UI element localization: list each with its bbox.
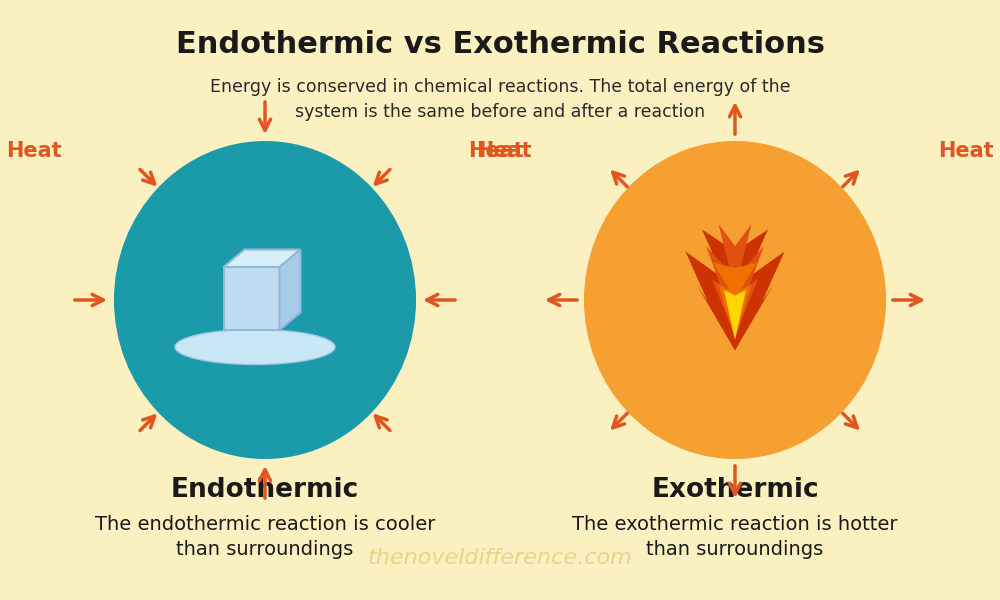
Text: Exothermic: Exothermic — [651, 477, 819, 503]
Ellipse shape — [114, 141, 416, 459]
Polygon shape — [280, 250, 300, 330]
Text: Heat: Heat — [468, 140, 524, 161]
Ellipse shape — [584, 141, 886, 459]
Polygon shape — [686, 229, 784, 350]
Ellipse shape — [175, 329, 335, 364]
Polygon shape — [224, 250, 300, 267]
Text: Energy is conserved in chemical reactions. The total energy of the
system is the: Energy is conserved in chemical reaction… — [210, 78, 790, 121]
Text: thenoveldifference.com: thenoveldifference.com — [368, 548, 632, 568]
Polygon shape — [724, 290, 746, 340]
Text: Heat: Heat — [938, 140, 994, 161]
Polygon shape — [224, 267, 280, 330]
Text: Heat: Heat — [476, 140, 532, 161]
Polygon shape — [713, 263, 757, 340]
Text: Heat: Heat — [6, 140, 62, 161]
Text: The endothermic reaction is cooler
than surroundings: The endothermic reaction is cooler than … — [95, 515, 435, 559]
Polygon shape — [706, 224, 764, 336]
Text: The exothermic reaction is hotter
than surroundings: The exothermic reaction is hotter than s… — [572, 515, 898, 559]
Text: Endothermic: Endothermic — [171, 477, 359, 503]
Text: Endothermic vs Exothermic Reactions: Endothermic vs Exothermic Reactions — [176, 30, 824, 59]
